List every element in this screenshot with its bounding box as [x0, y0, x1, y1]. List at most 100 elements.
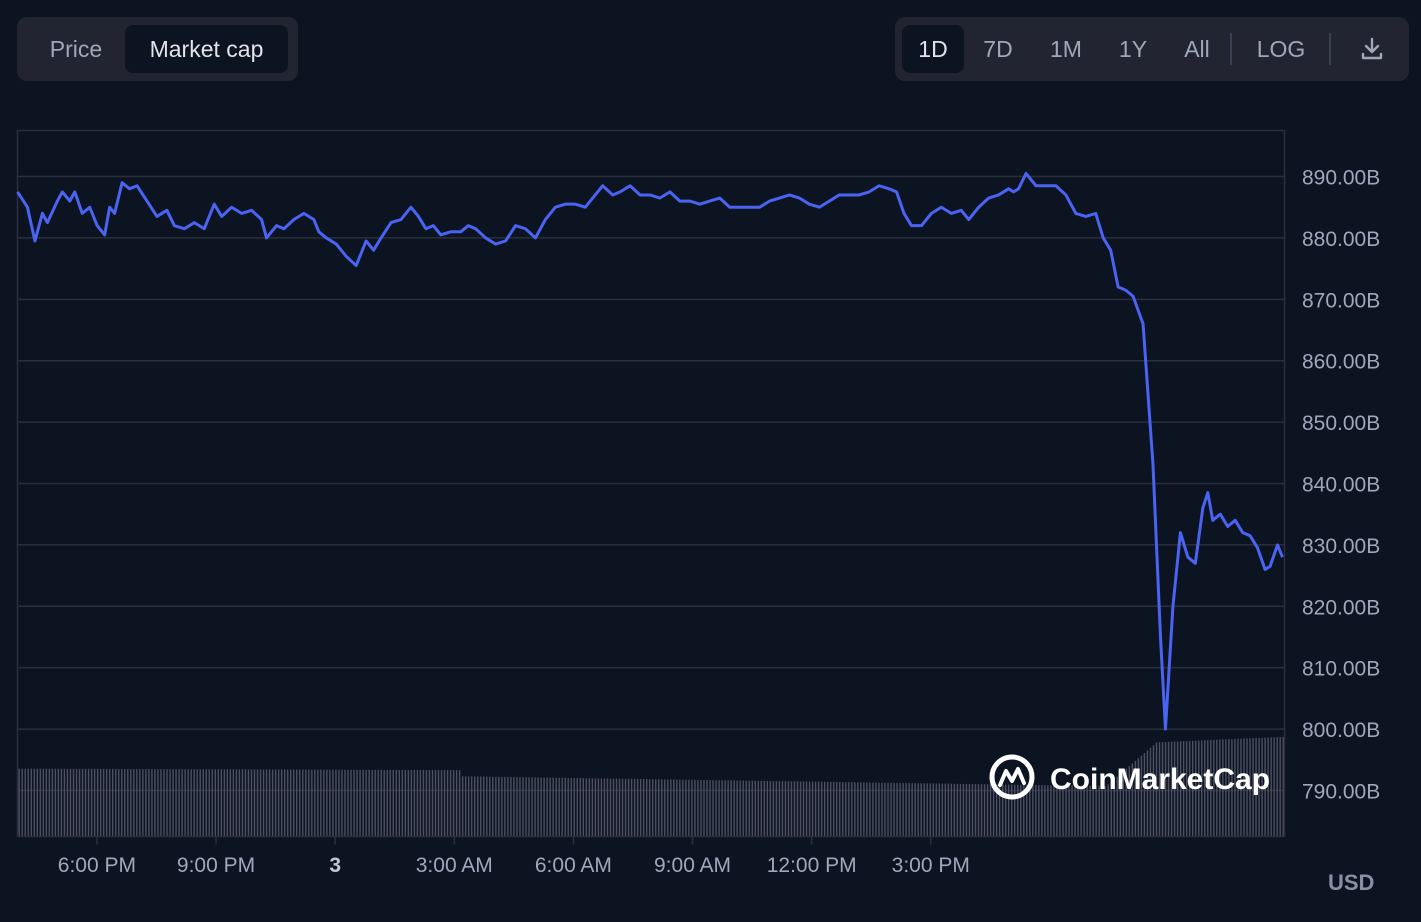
volume-bar — [130, 769, 132, 837]
volume-bar — [57, 768, 60, 837]
volume-bar — [899, 782, 901, 837]
volume-bar — [332, 769, 334, 837]
volume-bar — [389, 769, 391, 837]
volume-bar — [392, 769, 394, 837]
volume-bar — [223, 769, 226, 837]
volume-bar — [884, 782, 886, 837]
y-tick-label: 840.00B — [1302, 474, 1380, 497]
volume-bar — [573, 778, 575, 837]
volume-bar — [33, 768, 35, 837]
volume-bar — [860, 782, 862, 837]
volume-bar — [1107, 784, 1109, 837]
range-7d-button[interactable]: 7D — [983, 36, 1013, 62]
volume-bar — [670, 779, 672, 837]
volume-bar — [842, 782, 844, 837]
volume-bar — [166, 769, 168, 837]
range-1y-button[interactable]: 1Y — [1118, 36, 1148, 62]
volume-bar — [591, 778, 594, 837]
watermark: CoinMarketCap — [989, 754, 1270, 800]
volume-bar — [555, 777, 557, 837]
log-scale-button[interactable]: LOG — [1256, 36, 1306, 62]
volume-bar — [627, 778, 630, 837]
volume-bar — [836, 782, 838, 837]
volume-bar — [1152, 745, 1155, 837]
volume-bar — [953, 783, 956, 837]
volume-bar — [863, 782, 865, 837]
volume-bar — [323, 769, 325, 837]
volume-bar — [887, 782, 889, 837]
volume-bar — [606, 778, 609, 837]
volume-bar — [163, 769, 165, 837]
volume-bar — [636, 778, 639, 837]
volume-bar — [464, 776, 467, 837]
volume-bar — [612, 778, 615, 837]
volume-bar — [277, 769, 280, 837]
volume-bar — [1095, 785, 1097, 837]
y-tick-label: 890.00B — [1302, 167, 1380, 190]
market-cap-tab[interactable]: Market cap — [125, 25, 288, 73]
volume-bar — [480, 776, 482, 837]
volume-bar — [1104, 786, 1106, 837]
volume-bar — [808, 781, 811, 837]
volume-bar — [956, 783, 959, 837]
volume-bar — [585, 778, 588, 837]
volume-bar — [588, 778, 591, 837]
volume-bar — [1173, 741, 1176, 837]
volume-bar — [721, 780, 723, 837]
x-tick-label: 12:00 PM — [767, 854, 857, 877]
volume-bar — [845, 782, 847, 837]
volume-bar — [829, 781, 832, 837]
volume-bar — [534, 777, 536, 837]
volume-bar — [483, 776, 485, 837]
volume-bar — [820, 781, 823, 837]
volume-bar — [1041, 785, 1043, 837]
currency-label: USD — [1328, 870, 1374, 895]
volume-bar — [772, 781, 775, 837]
range-all-button[interactable]: All — [1184, 36, 1210, 62]
volume-bar — [977, 784, 980, 837]
download-button[interactable] — [1345, 25, 1399, 73]
volume-bar — [896, 782, 898, 837]
volume-bar — [1032, 785, 1034, 837]
volume-bar — [1231, 739, 1233, 837]
volume-bar — [507, 776, 509, 837]
volume-bar — [570, 777, 572, 837]
volume-bar — [428, 770, 431, 837]
volume-bar — [1047, 785, 1049, 837]
range-1d-button[interactable]: 1D — [902, 25, 964, 73]
volume-bar — [582, 778, 585, 837]
price-tab[interactable]: Price — [49, 36, 103, 62]
volume-bar — [1007, 784, 1010, 837]
volume-bar — [760, 780, 763, 837]
volume-bar — [739, 780, 741, 837]
volume-bar — [1143, 753, 1146, 837]
volume-bar — [283, 769, 286, 837]
volume-bar — [115, 768, 117, 837]
x-axis-ticks: 6:00 PM 9:00 PM 3 3:00 AM 6:00 AM 9:00 AM 12:0… — [58, 836, 970, 877]
volume-bar — [932, 783, 934, 837]
volume-bar — [362, 769, 364, 837]
volume-bar — [784, 781, 787, 837]
volume-bar — [329, 769, 331, 837]
volume-bar — [1038, 785, 1040, 837]
volume-bar — [290, 769, 292, 837]
volume-bar — [184, 769, 186, 837]
volume-bar — [30, 768, 32, 837]
volume-bar — [980, 784, 983, 837]
volume-bar — [474, 776, 476, 837]
volume-bar — [694, 779, 696, 837]
range-1m-button[interactable]: 1M — [1050, 36, 1082, 62]
volume-bar — [1210, 739, 1212, 837]
volume-bar — [1017, 784, 1019, 837]
volume-bar — [805, 781, 808, 837]
volume-bar — [136, 769, 138, 837]
volume-bar — [857, 782, 859, 837]
volume-bar — [425, 770, 428, 837]
volume-bar — [561, 777, 563, 837]
volume-bar — [914, 783, 916, 837]
volume-bar — [105, 768, 108, 837]
volume-bar — [350, 769, 352, 837]
volume-bar — [51, 768, 54, 837]
volume-bar — [664, 779, 666, 837]
y-tick-label: 790.00B — [1302, 780, 1380, 803]
